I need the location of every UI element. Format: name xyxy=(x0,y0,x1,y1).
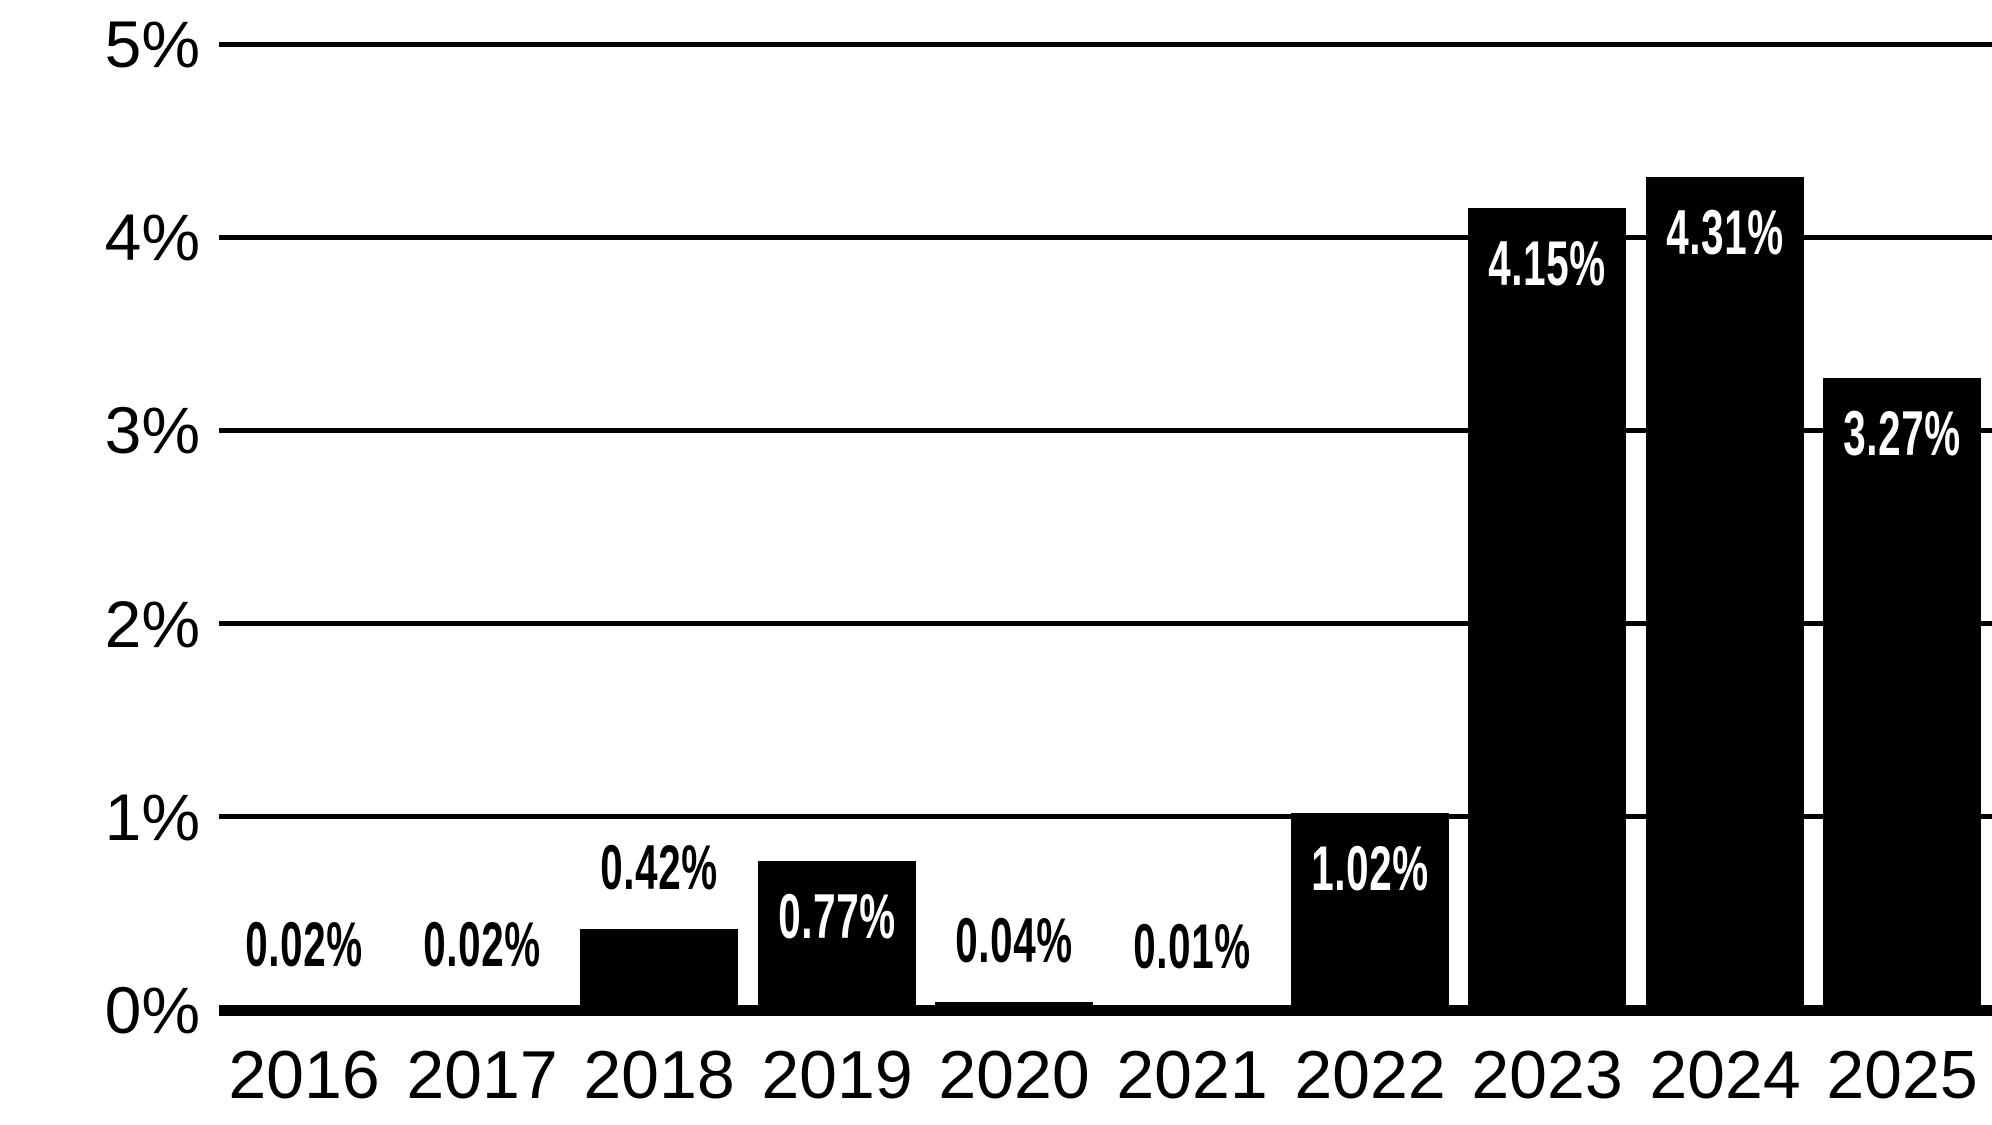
x-tick-label: 2019 xyxy=(761,1037,913,1113)
bar-2022 xyxy=(1291,813,1449,1016)
gridline-2pct xyxy=(219,621,1992,626)
gridline-5pct xyxy=(219,42,1992,47)
x-axis-line xyxy=(219,1005,1992,1016)
bar-value-label: 0.02% xyxy=(423,910,541,980)
bar-2025 xyxy=(1823,378,1981,1016)
bar-2020 xyxy=(935,1002,1093,1016)
bar-2019 xyxy=(758,861,916,1016)
bar-2017 xyxy=(403,1006,561,1016)
bar-value-label: 4.15% xyxy=(1488,229,1606,299)
bar-2016 xyxy=(225,1006,383,1016)
x-tick-label: 2020 xyxy=(938,1037,1090,1113)
bar-value-label: 0.42% xyxy=(600,833,718,903)
bar-2023 xyxy=(1468,208,1626,1016)
x-tick-label: 2017 xyxy=(406,1037,558,1113)
y-tick-label: 4% xyxy=(104,200,200,274)
bar-value-label: 1.02% xyxy=(1311,834,1429,904)
y-tick-label: 5% xyxy=(104,7,200,81)
bar-value-label: 0.77% xyxy=(778,882,896,952)
y-tick-label: 1% xyxy=(104,780,200,854)
y-tick-label: 0% xyxy=(104,973,200,1047)
bar-value-label: 0.04% xyxy=(955,906,1073,976)
y-tick-label: 2% xyxy=(104,587,200,661)
x-tick-label: 2024 xyxy=(1649,1037,1801,1113)
y-tick-label: 3% xyxy=(104,393,200,467)
x-tick-label: 2021 xyxy=(1116,1037,1268,1113)
bar-value-label: 0.01% xyxy=(1133,912,1251,982)
bar-value-label: 0.02% xyxy=(245,910,363,980)
bar-2024 xyxy=(1646,177,1804,1016)
x-tick-label: 2018 xyxy=(583,1037,735,1113)
x-tick-label: 2025 xyxy=(1826,1037,1978,1113)
gridline-3pct xyxy=(219,428,1992,433)
bar-value-label: 4.31% xyxy=(1666,198,1784,268)
gridline-1pct xyxy=(219,814,1992,819)
bar-value-label: 3.27% xyxy=(1843,399,1961,469)
bar-2018 xyxy=(580,929,738,1016)
bar-2021 xyxy=(1113,1008,1271,1016)
x-tick-label: 2023 xyxy=(1471,1037,1623,1113)
gridline-4pct xyxy=(219,235,1992,240)
x-tick-label: 2022 xyxy=(1294,1037,1446,1113)
x-tick-label: 2016 xyxy=(228,1037,380,1113)
